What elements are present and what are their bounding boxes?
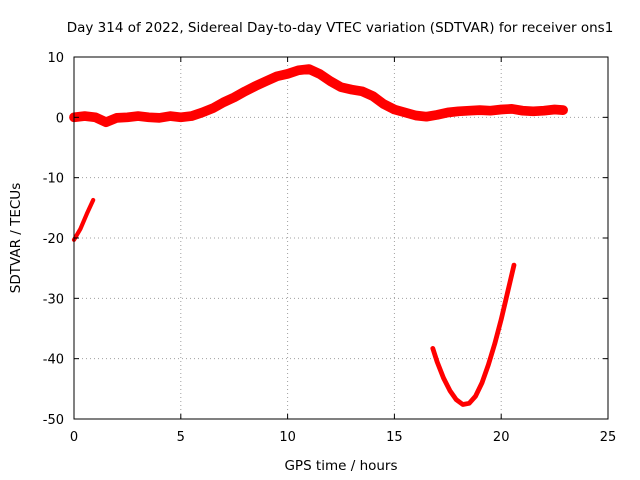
- series-layer: [69, 64, 568, 407]
- x-tick-label: 10: [279, 430, 296, 445]
- y-tick-label: -30: [43, 292, 64, 307]
- y-axis-label: SDTVAR / TECUs: [8, 183, 24, 293]
- y-tick-label: -50: [43, 413, 64, 428]
- y-tick-label: -20: [43, 232, 64, 247]
- y-tick-label: -10: [43, 172, 64, 187]
- y-tick-label: -40: [43, 353, 64, 368]
- x-tick-label: 15: [386, 430, 403, 445]
- x-axis-label: GPS time / hours: [284, 458, 397, 474]
- x-tick-label: 5: [177, 430, 185, 445]
- x-tick-label: 20: [493, 430, 510, 445]
- y-tick-label: 10: [47, 51, 64, 66]
- chart-title: Day 314 of 2022, Sidereal Day-to-day VTE…: [67, 20, 614, 36]
- x-tick-label: 0: [70, 430, 78, 445]
- series-main-band: [69, 64, 568, 128]
- tick-label-layer: 0 5 10 15 20 25 -50 -40 -30 -20 -10 0 10: [43, 51, 617, 445]
- series-early-segment: [71, 197, 96, 242]
- y-tick-label: 0: [56, 111, 64, 126]
- x-tick-label: 25: [600, 430, 617, 445]
- tick-layer: [73, 56, 609, 420]
- series-late-arc: [430, 262, 517, 407]
